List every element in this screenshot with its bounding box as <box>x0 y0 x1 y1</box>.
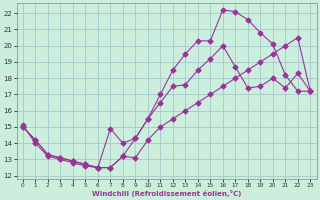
X-axis label: Windchill (Refroidissement éolien,°C): Windchill (Refroidissement éolien,°C) <box>92 190 241 197</box>
